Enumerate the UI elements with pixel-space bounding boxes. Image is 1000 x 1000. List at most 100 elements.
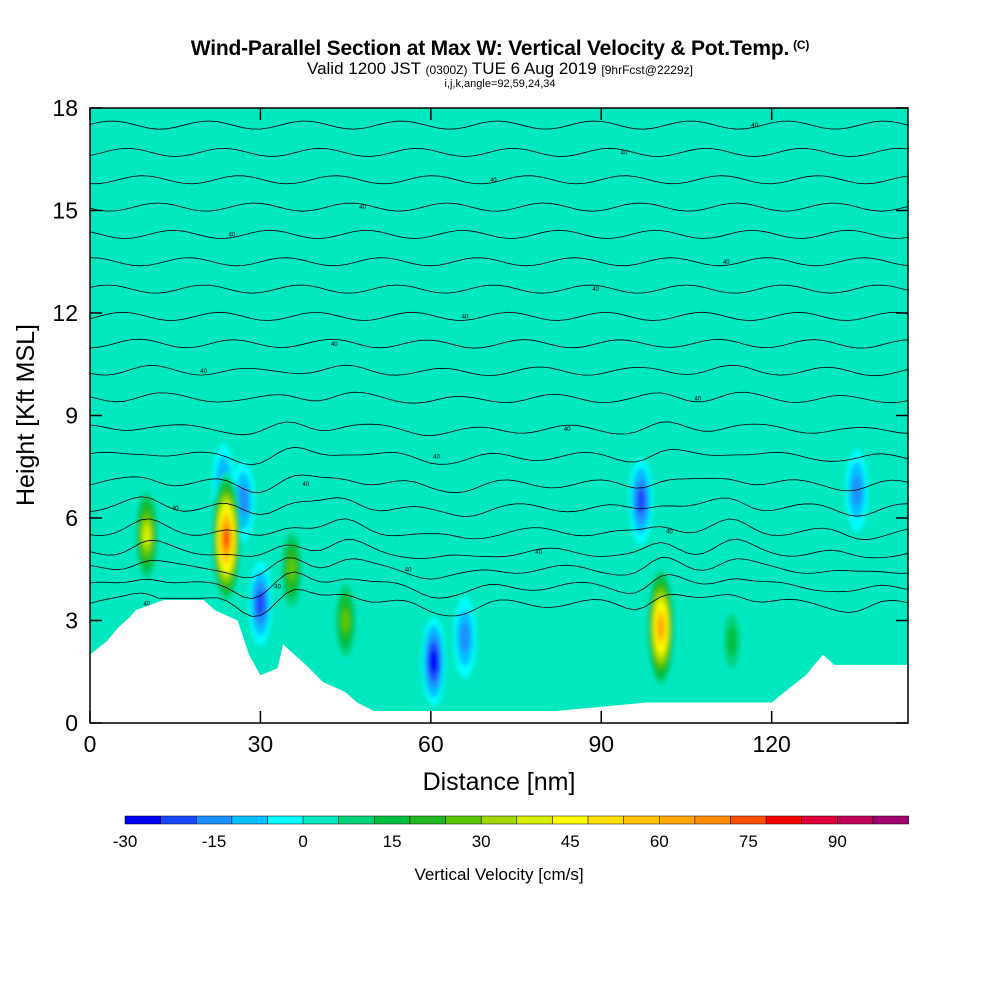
isentrope-contours: 40 40 40 40 40 40 40 40 40 40 40 40 40 40 40 40 40 40 40 40 xyxy=(90,120,908,617)
isentrope-line xyxy=(90,147,908,157)
colorbar-swatch xyxy=(659,815,696,825)
colorbar-tick-label: 75 xyxy=(739,832,758,851)
isentrope-label: 40 xyxy=(359,205,366,211)
isentrope-label: 40 xyxy=(143,601,150,607)
x-tick-label: 60 xyxy=(418,731,444,757)
terrain xyxy=(90,600,908,723)
colorbar-swatch xyxy=(160,815,197,825)
updraft-level xyxy=(341,609,350,632)
downdraft-level xyxy=(256,590,265,617)
colorbar-tick-label: 45 xyxy=(561,832,580,851)
updraft-core-2 xyxy=(279,522,304,616)
downdraft-level xyxy=(636,487,646,515)
y-tick-label: 12 xyxy=(52,300,78,326)
updraft-core-5 xyxy=(720,601,743,681)
updraft-core-4 xyxy=(646,564,676,690)
valid-date: TUE 6 Aug 2019 xyxy=(471,59,597,78)
updraft-level xyxy=(287,557,296,581)
isentrope-line xyxy=(90,391,908,404)
x-tick-label: 0 xyxy=(84,731,97,757)
downdraft-level xyxy=(851,475,862,507)
isentrope-label: 40 xyxy=(723,260,730,266)
isentrope-label: 40 xyxy=(303,482,310,488)
colorbar-swatch xyxy=(623,815,660,825)
colorbar-swatch xyxy=(801,815,838,825)
colorbar-swatch xyxy=(872,815,909,825)
isentrope-label: 40 xyxy=(433,455,440,461)
isentrope-label: 40 xyxy=(405,567,412,573)
isentrope-line xyxy=(90,421,908,437)
colorbar-tick-label: -15 xyxy=(202,832,227,851)
updraft-core-0 xyxy=(134,485,160,585)
colorbar-swatch xyxy=(302,815,339,825)
isentrope-line xyxy=(90,257,908,267)
isentrope-label: 40 xyxy=(535,550,542,556)
isentrope-label: 40 xyxy=(200,369,207,375)
colorbar-title: Vertical Velocity [cm/s] xyxy=(414,865,583,884)
updraft-level xyxy=(143,525,151,545)
updraft-level xyxy=(726,625,737,657)
isentrope-label: 40 xyxy=(331,342,338,348)
downdraft-core-3 xyxy=(421,617,446,706)
isentrope-line xyxy=(90,474,908,494)
colorbar-swatch xyxy=(694,815,731,825)
isentrope-label: 40 xyxy=(694,396,701,402)
valid-time: Valid 1200 JST xyxy=(307,59,421,78)
isentrope-line xyxy=(90,120,908,130)
downdraft-core-6 xyxy=(845,449,869,532)
isentrope-label: 40 xyxy=(462,314,469,320)
updraft-core-1 xyxy=(211,471,242,606)
isentrope-label: 40 xyxy=(751,123,758,129)
forecast-info: [9hrFcst@2229z] xyxy=(601,63,693,77)
isentrope-line xyxy=(90,202,908,212)
isentrope-line xyxy=(90,311,908,321)
colorbar-tick-label: 15 xyxy=(383,832,402,851)
isentrope-label: 40 xyxy=(564,427,571,433)
x-axis: 0 30 60 90 120 xyxy=(84,108,791,757)
y-tick-label: 18 xyxy=(52,95,78,121)
colorbar-swatch xyxy=(765,815,803,825)
downdraft-level xyxy=(459,621,471,654)
colorbar-swatch xyxy=(195,815,233,825)
downdraft-core-5 xyxy=(629,457,653,545)
colorbar-swatch xyxy=(338,815,375,825)
isentrope-line xyxy=(90,557,908,580)
isentrope-line xyxy=(90,284,908,294)
downdraft-core-4 xyxy=(453,596,477,679)
isentrope-line xyxy=(90,518,908,541)
chart-title: Wind-Parallel Section at Max W: Vertical… xyxy=(0,37,1000,61)
chart-subtitle: Valid 1200 JST (0300Z) TUE 6 Aug 2019 [9… xyxy=(0,59,1000,79)
colorbar-swatch xyxy=(409,815,446,825)
isentrope-label: 40 xyxy=(229,232,236,238)
isentrope-line xyxy=(90,571,908,600)
valid-zulu: (0300Z) xyxy=(425,63,468,77)
velocity-field xyxy=(134,443,869,706)
isentrope-label: 40 xyxy=(490,178,497,184)
isentrope-line xyxy=(90,446,908,466)
isentrope-line xyxy=(90,538,908,560)
isentrope-label: 40 xyxy=(666,530,673,536)
colorbar-swatch xyxy=(124,815,161,825)
downdraft-level xyxy=(429,650,438,673)
colorbar-tick-label: 90 xyxy=(828,832,847,851)
isentrope-line xyxy=(90,496,908,518)
colorbar-swatch xyxy=(837,815,874,825)
chart-title-mark: (C) xyxy=(793,38,810,52)
updraft-level xyxy=(657,618,665,636)
updraft-level xyxy=(223,530,230,547)
isentrope-label: 40 xyxy=(172,506,179,512)
y-tick-label: 15 xyxy=(52,198,78,224)
isentrope-line xyxy=(90,175,908,185)
y-tick-label: 0 xyxy=(65,710,78,736)
y-tick-label: 3 xyxy=(65,608,78,634)
x-tick-label: 90 xyxy=(588,731,614,757)
y-tick-label: 9 xyxy=(65,403,78,429)
downdraft-core-2 xyxy=(248,561,272,646)
colorbar-swatch xyxy=(445,815,482,825)
colorbar-swatch xyxy=(374,815,411,825)
y-axis: 0 3 6 9 12 15 18 xyxy=(52,95,908,736)
isentrope-line xyxy=(90,364,908,377)
isentrope-line xyxy=(90,338,908,349)
colorbar-swatch xyxy=(516,815,553,825)
